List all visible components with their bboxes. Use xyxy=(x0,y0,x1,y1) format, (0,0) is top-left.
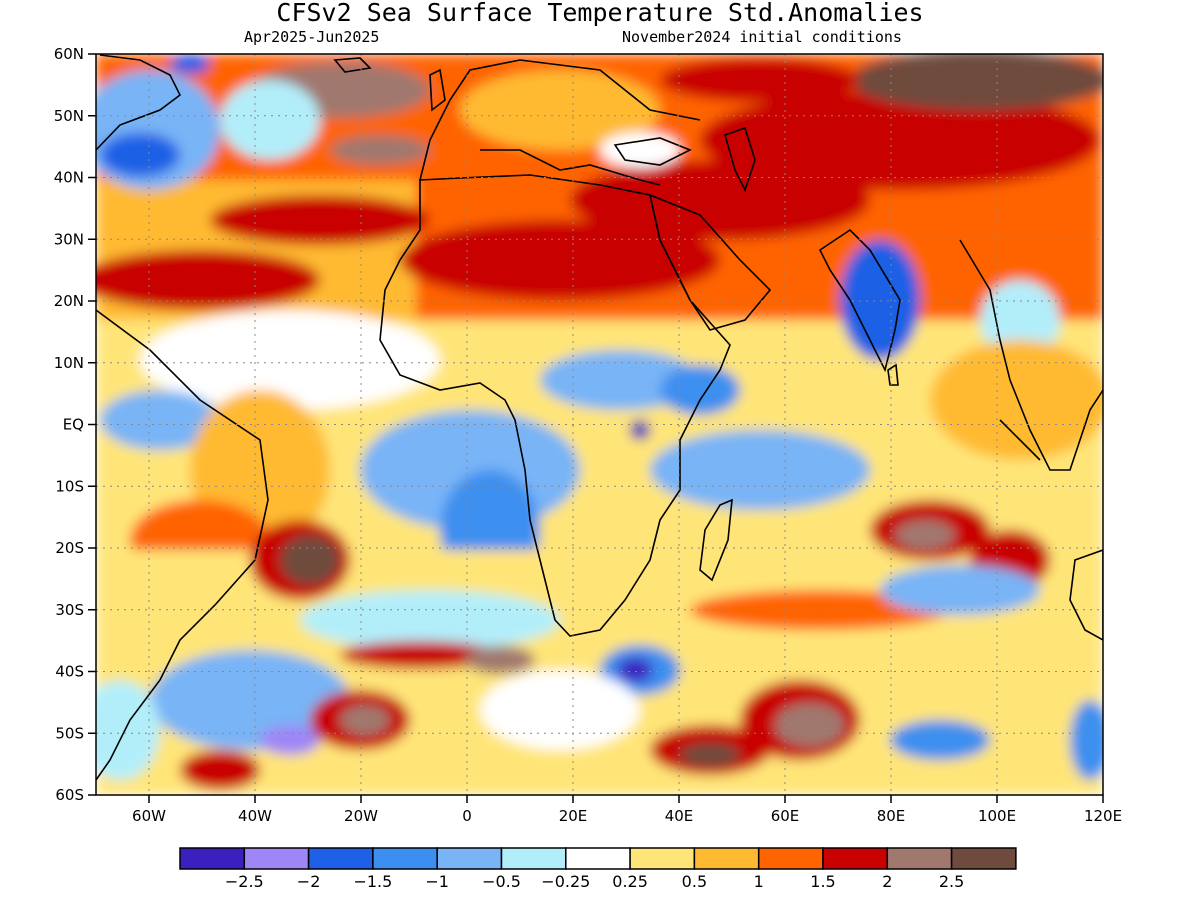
lon-tick-label: 20W xyxy=(344,807,378,825)
lat-tick-label: 10N xyxy=(54,354,84,372)
lon-tick-label: 120E xyxy=(1084,807,1122,825)
lat-tick-label: 50S xyxy=(55,724,84,742)
lat-tick-label: 40N xyxy=(54,169,84,187)
colorbar-swatch xyxy=(179,847,246,870)
colorbar-label: 0.25 xyxy=(612,872,648,891)
colorbar-swatch xyxy=(436,847,503,870)
lon-tick-label: 60E xyxy=(771,807,800,825)
colorbar-swatch xyxy=(693,847,760,870)
lon-tick-label: 40E xyxy=(665,807,694,825)
lon-tick-label: 40W xyxy=(238,807,272,825)
longitude-axis: 60W 40W 20W 0 20E 40E 60E 80E 100E 120E xyxy=(132,795,1122,825)
colorbar-swatch xyxy=(500,847,567,870)
map-title: CFSv2 Sea Surface Temperature Std.Anomal… xyxy=(276,0,924,27)
lon-tick-label: 0 xyxy=(462,807,472,825)
latitude-axis: 60N 50N 40N 30N 20N 10N EQ 10S 20S 30S 40S 50S 60S xyxy=(54,45,96,804)
lat-tick-label: 30N xyxy=(54,230,84,248)
colorbar-label: −1 xyxy=(425,872,449,891)
colorbar-label: −0.5 xyxy=(482,872,521,891)
colorbar-label: −1.5 xyxy=(353,872,392,891)
lat-tick-label: 60S xyxy=(55,786,84,804)
lat-tick-label: 50N xyxy=(54,107,84,125)
colorbar-swatch xyxy=(307,847,374,870)
colorbar-swatch xyxy=(822,847,889,870)
colorbar-label: −0.25 xyxy=(541,872,590,891)
colorbar-label: 1 xyxy=(754,872,764,891)
colorbar-label: 1.5 xyxy=(810,872,835,891)
lat-tick-label: 30S xyxy=(55,601,84,619)
colorbar-swatch xyxy=(757,847,824,870)
lat-tick-label: 20S xyxy=(55,539,84,557)
initial-conditions: November2024 initial conditions xyxy=(622,28,902,46)
colorbar-swatch xyxy=(243,847,310,870)
colorbar: −2.5 −2 −1.5 −1 −0.5 −0.25 0.25 0.5 1 1.5 2 2.5 xyxy=(179,847,1017,891)
colorbar-label: −2 xyxy=(297,872,321,891)
lon-tick-label: 60W xyxy=(132,807,166,825)
lon-tick-label: 80E xyxy=(877,807,906,825)
colorbar-swatch xyxy=(565,847,631,870)
colorbar-swatch xyxy=(372,847,438,870)
lat-tick-label: EQ xyxy=(63,416,84,434)
colorbar-swatch xyxy=(629,847,696,870)
lat-tick-label: 10S xyxy=(55,477,84,495)
colorbar-label: 2.5 xyxy=(939,872,964,891)
gridlines xyxy=(96,54,1103,795)
colorbar-label: −2.5 xyxy=(225,872,264,891)
coastlines xyxy=(96,54,1103,781)
colorbar-swatch xyxy=(886,847,953,870)
colorbar-swatch xyxy=(950,847,1017,870)
lat-tick-label: 60N xyxy=(54,45,84,63)
valid-period: Apr2025-Jun2025 xyxy=(244,28,380,46)
lon-tick-label: 100E xyxy=(978,807,1016,825)
lat-tick-label: 40S xyxy=(55,663,84,681)
colorbar-label: 2 xyxy=(882,872,892,891)
anomaly-field xyxy=(96,54,1103,795)
lat-tick-label: 20N xyxy=(54,292,84,310)
colorbar-label: 0.5 xyxy=(682,872,707,891)
lon-tick-label: 20E xyxy=(559,807,588,825)
